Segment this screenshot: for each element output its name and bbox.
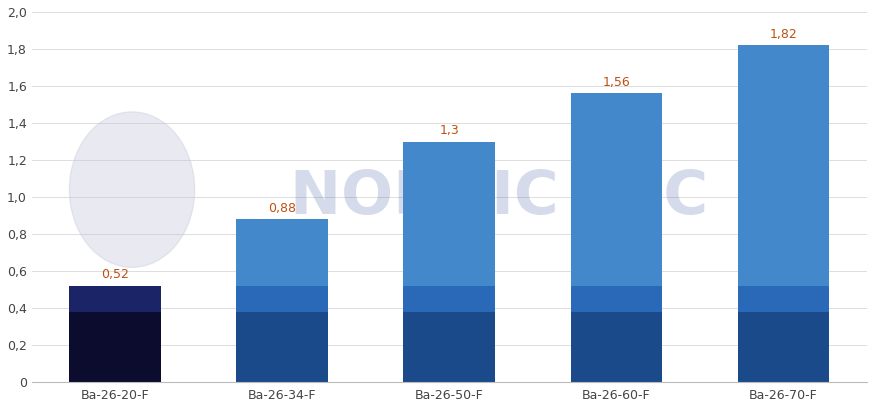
Bar	[571, 312, 662, 382]
Bar	[69, 286, 162, 312]
Bar	[571, 93, 662, 286]
Bar	[237, 286, 329, 312]
Text: 0,88: 0,88	[268, 202, 296, 215]
Ellipse shape	[69, 112, 195, 267]
Bar	[738, 45, 829, 286]
Bar	[404, 286, 496, 312]
Text: 1,82: 1,82	[770, 28, 797, 40]
Bar	[738, 286, 829, 312]
Bar	[404, 142, 496, 286]
Bar	[237, 219, 329, 286]
Text: 1,3: 1,3	[440, 124, 460, 137]
Text: NORDIC TEC: NORDIC TEC	[290, 168, 709, 227]
Bar	[571, 286, 662, 312]
Bar	[69, 312, 162, 382]
Bar	[237, 312, 329, 382]
Bar	[738, 312, 829, 382]
Bar	[404, 312, 496, 382]
Text: 0,52: 0,52	[101, 268, 129, 281]
Text: 1,56: 1,56	[602, 76, 630, 89]
